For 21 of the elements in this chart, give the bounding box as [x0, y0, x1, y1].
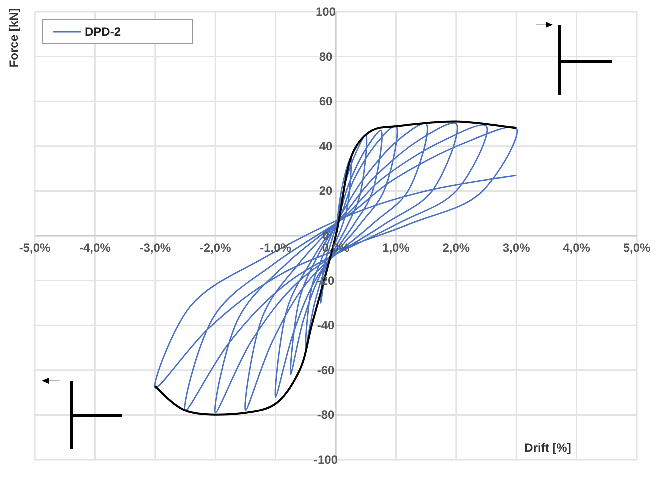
x-tick-label: -5,0% — [19, 241, 51, 255]
y-axis-title: Force [kN] — [7, 8, 21, 68]
y-tick-label: 40 — [319, 139, 333, 154]
y-tick-label: 100 — [316, 5, 336, 19]
x-tick-label: -2,0% — [200, 241, 232, 255]
y-tick-label: 20 — [319, 184, 333, 198]
x-tick-label: 4,0% — [563, 241, 591, 255]
y-tick-label: -60 — [317, 363, 335, 378]
x-tick-label: -4,0% — [80, 241, 112, 255]
x-tick-label: 5,0% — [623, 241, 651, 255]
y-tick-label: -100 — [314, 453, 338, 467]
legend-label: DPD-2 — [85, 25, 122, 39]
x-tick-label: 1,0% — [382, 241, 410, 255]
x-tick-label: 3,0% — [502, 241, 531, 255]
y-tick-label: -40 — [317, 318, 335, 333]
y-tick-label: -80 — [317, 408, 335, 422]
y-tick-label: 80 — [319, 50, 333, 64]
x-tick-label: 2,0% — [442, 241, 470, 255]
y-tick-label: 60 — [319, 94, 333, 109]
x-tick-label: -3,0% — [140, 241, 172, 255]
x-axis-title: Drift [%] — [524, 441, 572, 455]
